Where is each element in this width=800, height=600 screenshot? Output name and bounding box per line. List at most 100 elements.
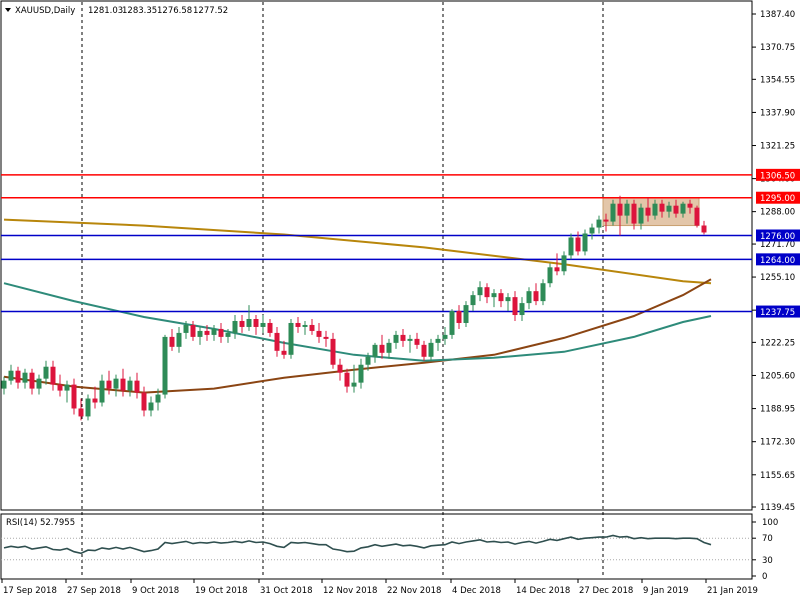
level-label-0: 1306.50 bbox=[760, 171, 795, 181]
x-tick-label: 31 Oct 2018 bbox=[260, 586, 313, 596]
x-tick-label: 9 Oct 2018 bbox=[132, 586, 179, 596]
candle-body bbox=[547, 267, 553, 284]
candle-body bbox=[386, 342, 392, 353]
candle-body bbox=[239, 320, 245, 327]
candle-body bbox=[106, 380, 112, 389]
level-label-2: 1276.00 bbox=[760, 232, 795, 242]
candle-body bbox=[589, 227, 595, 234]
candle-body bbox=[155, 394, 161, 403]
x-tick-label: 22 Nov 2018 bbox=[387, 586, 441, 596]
candle-body bbox=[645, 207, 651, 216]
candle-body bbox=[253, 319, 259, 327]
candle-body bbox=[694, 207, 700, 226]
candle-body bbox=[603, 219, 609, 222]
candle-body bbox=[414, 338, 420, 345]
candle-body bbox=[71, 384, 77, 409]
level-label-3: 1264.00 bbox=[760, 256, 795, 266]
candle-body bbox=[295, 322, 301, 327]
candle-body bbox=[701, 225, 707, 233]
candle-body bbox=[638, 207, 644, 224]
symbol-label: XAUUSD,Daily bbox=[15, 6, 75, 16]
candle-body bbox=[162, 336, 168, 395]
candle-body bbox=[575, 237, 581, 252]
candle-body bbox=[596, 219, 602, 228]
candle-body bbox=[456, 311, 462, 323]
rsi-tick-label: 70 bbox=[762, 534, 773, 544]
candle-body bbox=[463, 305, 469, 323]
y-tick-label: 1139.45 bbox=[760, 503, 795, 513]
candle-body bbox=[43, 366, 49, 379]
level-label-4: 1237.75 bbox=[760, 308, 795, 318]
candle-body bbox=[120, 378, 126, 391]
candle-body bbox=[526, 291, 532, 304]
y-tick-label: 1288.00 bbox=[760, 208, 795, 218]
candle-body bbox=[246, 319, 252, 327]
x-tick-label: 4 Dec 2018 bbox=[452, 586, 501, 596]
candle-body bbox=[29, 372, 35, 389]
candle-body bbox=[316, 330, 322, 337]
moving-average-line-1 bbox=[3, 278, 712, 394]
candle-body bbox=[449, 311, 455, 335]
candle-body bbox=[22, 372, 28, 383]
candle-body bbox=[288, 322, 294, 355]
candle-body bbox=[309, 324, 315, 331]
candle-body bbox=[1, 380, 7, 389]
candle-body bbox=[561, 255, 567, 272]
level-label-1: 1295.00 bbox=[760, 194, 795, 204]
candle-body bbox=[225, 332, 231, 337]
y-tick-label: 1337.90 bbox=[760, 108, 795, 118]
x-tick-label: 27 Sep 2018 bbox=[67, 586, 121, 596]
y-tick-label: 1155.65 bbox=[760, 471, 795, 481]
y-tick-label: 1172.30 bbox=[760, 438, 795, 448]
y-tick-label: 1387.40 bbox=[760, 10, 795, 20]
candle-body bbox=[351, 382, 357, 387]
level-label-box-2 bbox=[756, 229, 800, 242]
vertical-grid bbox=[81, 2, 604, 578]
candle-body bbox=[337, 364, 343, 373]
candle-body bbox=[99, 380, 105, 403]
rsi-tick-label: 30 bbox=[762, 556, 773, 566]
candle-body bbox=[85, 398, 91, 417]
rsi-label: RSI(14) 52.7955 bbox=[6, 518, 75, 528]
ohlc-low: 1276.58 bbox=[157, 6, 192, 16]
level-label-box-1 bbox=[756, 191, 800, 204]
candle-body bbox=[666, 205, 672, 212]
candle-body bbox=[442, 334, 448, 339]
candle-body bbox=[610, 203, 616, 222]
candle-body bbox=[533, 291, 539, 302]
candle-body bbox=[421, 344, 427, 357]
moving-average-line-0 bbox=[3, 218, 712, 285]
candle-body bbox=[680, 203, 686, 214]
y-tick-label: 1354.55 bbox=[760, 75, 795, 85]
candle-body bbox=[519, 303, 525, 316]
candle-body bbox=[540, 283, 546, 302]
candle-body bbox=[358, 364, 364, 383]
candle-body bbox=[582, 233, 588, 252]
rsi-pane-background bbox=[0, 513, 753, 580]
ohlc-close: 1277.52 bbox=[193, 6, 228, 16]
candle-body bbox=[498, 293, 504, 302]
candle-body bbox=[232, 320, 238, 333]
candle-body bbox=[64, 384, 70, 391]
candle-body bbox=[379, 344, 385, 353]
candle-body bbox=[631, 203, 637, 224]
y-tick-label: 1321.25 bbox=[760, 142, 795, 152]
candle-body bbox=[477, 287, 483, 296]
candles-layer bbox=[1, 195, 707, 421]
candle-body bbox=[15, 370, 21, 383]
candle-body bbox=[470, 295, 476, 306]
level-labels-layer: 1306.50 1295.00 1276.00 1264.00 1237.75 bbox=[756, 168, 800, 318]
candle-body bbox=[260, 322, 266, 327]
candle-body bbox=[281, 350, 287, 355]
candle-body bbox=[211, 328, 217, 335]
candle-body bbox=[365, 356, 371, 365]
candle-body bbox=[190, 324, 196, 337]
candle-body bbox=[393, 334, 399, 343]
y-tick-label: 1222.25 bbox=[760, 338, 795, 348]
candle-body bbox=[127, 380, 133, 391]
collapse-triangle-icon[interactable] bbox=[5, 8, 11, 12]
x-tick-label: 27 Dec 2018 bbox=[579, 586, 633, 596]
candle-body bbox=[134, 380, 140, 393]
candle-body bbox=[505, 297, 511, 302]
